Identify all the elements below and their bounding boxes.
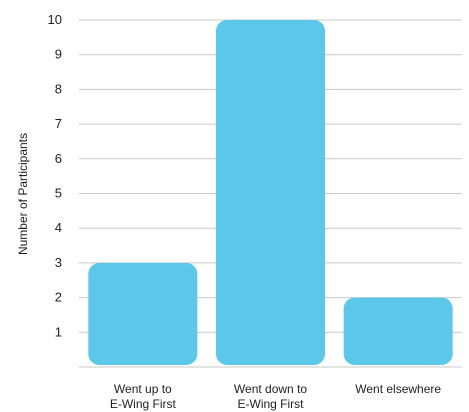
y-tick-label: 1 xyxy=(55,324,62,339)
x-category-label: Went up to E-Wing First xyxy=(110,382,177,411)
bar xyxy=(343,297,453,365)
x-category-label: Went down to E-Wing First xyxy=(234,382,307,411)
y-tick-label: 2 xyxy=(55,290,62,305)
x-category-label-line: E-Wing First xyxy=(238,397,305,411)
y-tick-label: 6 xyxy=(55,151,62,166)
x-category-label-line: Went down to xyxy=(234,382,307,396)
x-category-label-line: Went elsewhere xyxy=(355,382,441,396)
x-category-label-line: E-Wing First xyxy=(110,397,177,411)
y-axis-ticks: 1 2 3 4 5 6 7 8 9 10 xyxy=(48,12,62,339)
bar xyxy=(216,20,325,365)
y-tick-label: 9 xyxy=(55,47,62,62)
x-category-label-line: Went up to xyxy=(114,382,172,396)
bars xyxy=(88,20,453,365)
y-axis-title: Number of Participants xyxy=(16,133,30,255)
bar xyxy=(88,262,198,365)
x-category-label: Went elsewhere xyxy=(355,382,441,396)
y-tick-label: 7 xyxy=(55,116,62,131)
y-tick-label: 4 xyxy=(55,220,62,235)
y-tick-label: 10 xyxy=(48,12,62,27)
y-tick-label: 5 xyxy=(55,186,62,201)
y-tick-label: 3 xyxy=(55,255,62,270)
y-tick-label: 8 xyxy=(55,81,62,96)
